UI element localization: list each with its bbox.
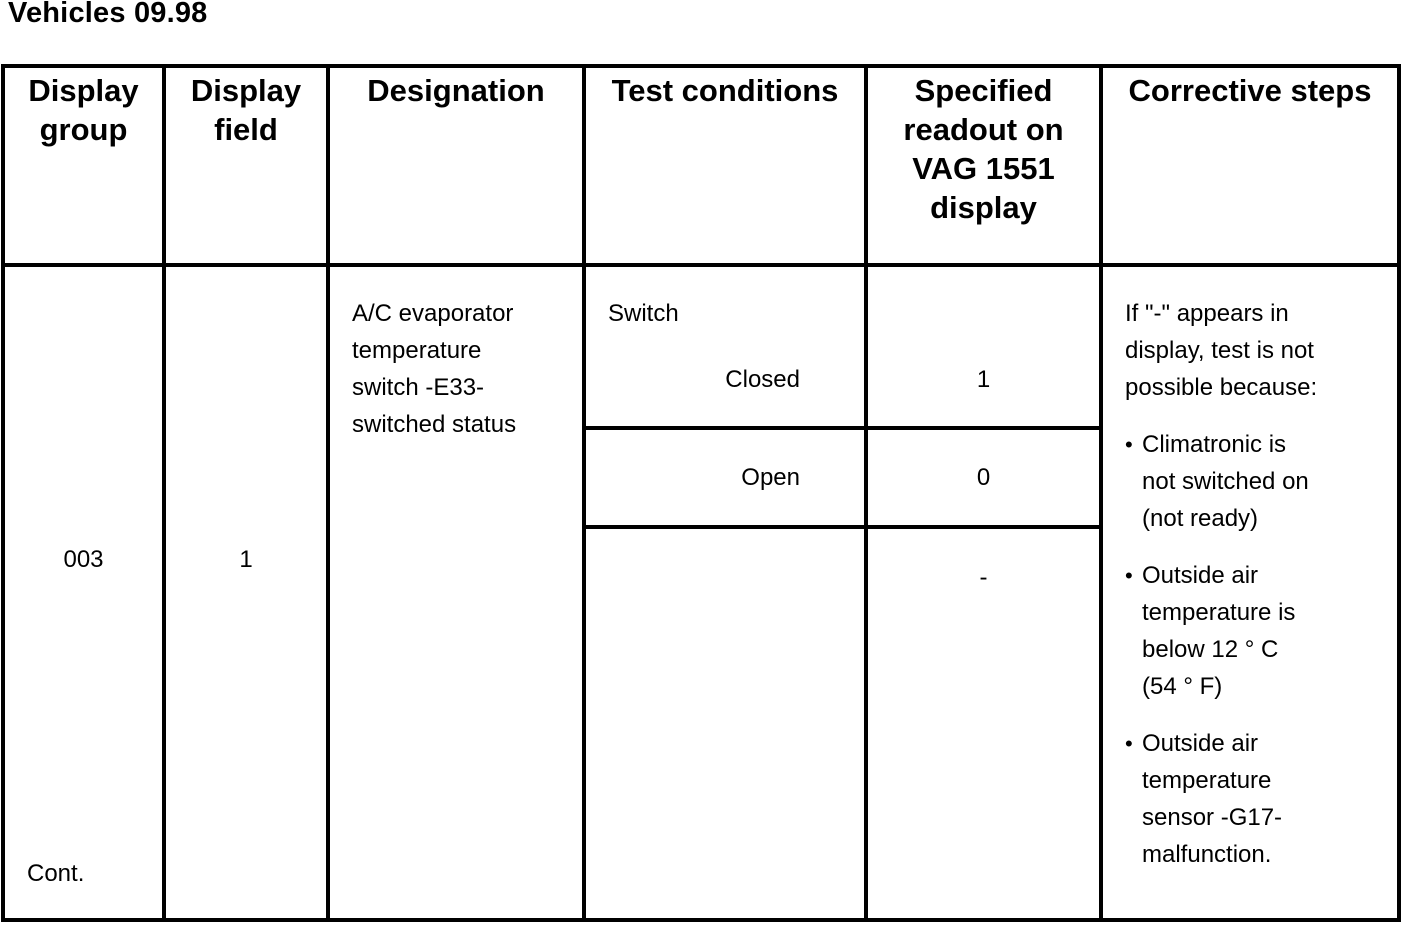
corrective-bullet-2-text: Outside air temperature is below 12 ° C … bbox=[1142, 562, 1296, 700]
page-title: Vehicles 09.98 bbox=[8, 0, 208, 29]
header-specified-readout: Specified readout on VAG 1551 display bbox=[868, 68, 1099, 263]
cell-corrective-steps: If "-" appears in display, test is not p… bbox=[1103, 267, 1397, 918]
condition-closed: Closed bbox=[725, 366, 800, 393]
diagnostic-table: Display group Display field Designation … bbox=[1, 64, 1401, 922]
cell-test-condition-closed: Switch Closed bbox=[586, 267, 864, 426]
corrective-bullet-3-text: Outside air temperature sensor -G17- mal… bbox=[1142, 730, 1283, 868]
readout-value-dash: - bbox=[979, 564, 988, 591]
cell-test-condition-open: Open bbox=[586, 430, 864, 525]
continued-note: Cont. bbox=[27, 860, 85, 887]
switch-label: Switch bbox=[608, 300, 679, 327]
header-test-conditions: Test conditions bbox=[586, 68, 864, 263]
header-corrective-steps: Corrective steps bbox=[1103, 68, 1397, 263]
readout-value-closed: 1 bbox=[976, 366, 991, 393]
corrective-bullet-2: • Outside air temperature is below 12 ° … bbox=[1125, 557, 1383, 705]
readout-value-open: 0 bbox=[976, 464, 991, 491]
display-group-value: 003 bbox=[63, 546, 104, 573]
header-display-group: Display group bbox=[5, 68, 162, 263]
bullet-icon: • bbox=[1125, 432, 1133, 457]
corrective-bullet-3: • Outside air temperature sensor -G17- m… bbox=[1125, 725, 1383, 873]
corrective-bullet-1: • Climatronic is not switched on (not re… bbox=[1125, 426, 1383, 537]
cell-readout-open: 0 bbox=[868, 430, 1099, 525]
condition-open: Open bbox=[741, 464, 800, 491]
cell-readout-dash: - bbox=[868, 529, 1099, 918]
bullet-icon: • bbox=[1125, 563, 1133, 588]
header-designation: Designation bbox=[330, 68, 582, 263]
cell-designation: A/C evaporator temperature switch -E33- … bbox=[330, 267, 582, 918]
cell-display-field: 1 bbox=[166, 267, 326, 918]
cell-readout-closed: 1 bbox=[868, 267, 1099, 426]
display-field-value: 1 bbox=[239, 546, 253, 573]
bullet-icon: • bbox=[1125, 731, 1133, 756]
cell-test-condition-empty bbox=[586, 529, 864, 918]
header-display-field: Display field bbox=[166, 68, 326, 263]
corrective-bullet-1-text: Climatronic is not switched on (not read… bbox=[1142, 431, 1309, 532]
corrective-intro: If "-" appears in display, test is not p… bbox=[1125, 300, 1318, 401]
cell-display-group: 003 Cont. bbox=[5, 267, 162, 918]
